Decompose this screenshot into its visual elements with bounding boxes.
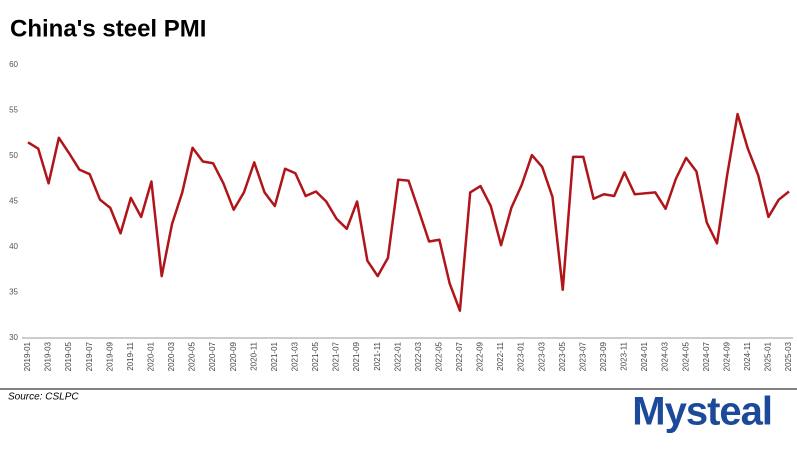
x-tick-label: 2021-07 <box>332 341 341 371</box>
chart-title: China's steel PMI <box>10 15 206 42</box>
x-tick-label: 2023-11 <box>620 341 629 370</box>
y-tick-label: 40 <box>9 242 18 251</box>
x-tick-label: 2024-05 <box>681 341 690 371</box>
x-tick-label: 2022-05 <box>434 341 443 371</box>
x-tick-label: 2025-03 <box>784 341 793 371</box>
x-tick-label: 2022-07 <box>455 341 464 371</box>
x-tick-label: 2019-07 <box>85 341 94 371</box>
y-tick-label: 30 <box>9 333 18 342</box>
x-tick-label: 2021-05 <box>311 341 320 371</box>
x-tick-label: 2021-03 <box>290 341 299 371</box>
x-tick-label: 2020-11 <box>249 341 258 370</box>
x-tick-label: 2020-09 <box>229 341 238 371</box>
x-tick-label: 2019-05 <box>64 341 73 371</box>
x-tick-label: 2023-07 <box>578 341 587 371</box>
x-tick-label: 2023-05 <box>558 341 567 371</box>
x-tick-label: 2022-01 <box>393 341 402 371</box>
x-tick-label: 2023-03 <box>537 341 546 371</box>
y-tick-label: 50 <box>9 151 18 160</box>
x-tick-label: 2024-03 <box>661 341 670 371</box>
y-tick-label: 35 <box>9 288 18 297</box>
x-tick-label: 2021-11 <box>373 341 382 370</box>
y-tick-label: 45 <box>9 197 18 206</box>
x-tick-label: 2020-07 <box>208 341 217 371</box>
logo: Mysteal <box>632 390 772 434</box>
y-tick-label: 55 <box>9 106 18 115</box>
x-tick-label: 2020-05 <box>188 341 197 371</box>
x-tick-label: 2024-11 <box>743 341 752 370</box>
x-tick-label: 2024-07 <box>702 341 711 371</box>
x-tick-label: 2023-01 <box>517 341 526 371</box>
x-tick-label: 2019-03 <box>44 341 53 371</box>
x-tick-label: 2024-01 <box>640 341 649 371</box>
x-tick-label: 2020-01 <box>147 341 156 371</box>
x-tick-label: 2022-11 <box>496 341 505 370</box>
x-tick-label: 2021-09 <box>352 341 361 371</box>
x-tick-label: 2019-11 <box>126 341 135 370</box>
x-tick-label: 2019-01 <box>23 341 32 371</box>
x-tick-label: 2020-03 <box>167 341 176 371</box>
y-tick-label: 60 <box>9 60 18 69</box>
x-tick-label: 2021-01 <box>270 341 279 371</box>
x-tick-label: 2022-03 <box>414 341 423 371</box>
x-tick-label: 2025-01 <box>764 341 773 371</box>
x-tick-label: 2024-09 <box>722 341 731 371</box>
line <box>27 112 790 312</box>
x-tick-label: 2022-09 <box>476 341 485 371</box>
x-tick-label: 2019-09 <box>105 341 114 371</box>
x-tick-label: 2023-09 <box>599 341 608 371</box>
source: Source: CSLPC <box>8 392 79 403</box>
